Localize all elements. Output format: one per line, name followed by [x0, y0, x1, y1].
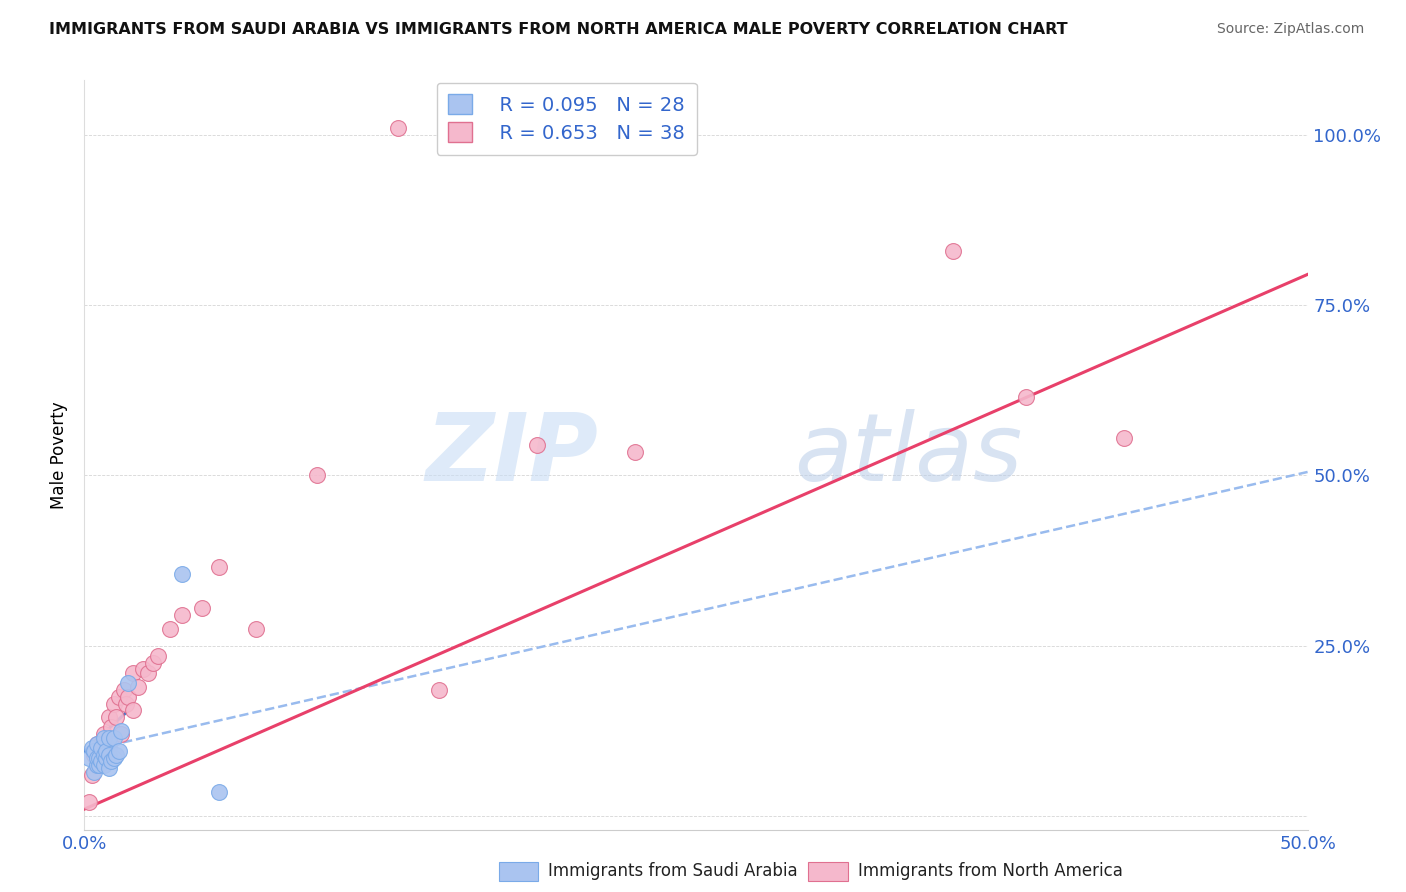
- Point: [115, 697, 138, 711]
- Y-axis label: Male Poverty: Male Poverty: [51, 401, 69, 508]
- Point: [83, 747, 105, 762]
- Point: [942, 244, 965, 258]
- Text: ZIP: ZIP: [425, 409, 598, 501]
- Point: [136, 665, 159, 680]
- Point: [90, 738, 112, 752]
- Point: [1015, 390, 1038, 404]
- Point: [526, 438, 548, 452]
- Point: [208, 785, 231, 799]
- Text: Immigrants from North America: Immigrants from North America: [858, 863, 1122, 880]
- Point: [83, 744, 105, 758]
- Point: [122, 665, 145, 680]
- Point: [103, 751, 125, 765]
- Point: [86, 738, 108, 752]
- Text: atlas: atlas: [794, 409, 1022, 500]
- Point: [110, 723, 132, 738]
- Point: [107, 744, 129, 758]
- Point: [77, 751, 100, 765]
- Point: [245, 622, 267, 636]
- Point: [90, 740, 112, 755]
- Point: [387, 120, 409, 135]
- Point: [110, 727, 132, 741]
- Point: [1114, 431, 1136, 445]
- Point: [100, 755, 122, 769]
- Point: [105, 710, 128, 724]
- Point: [93, 731, 115, 745]
- Point: [159, 622, 181, 636]
- Point: [142, 656, 165, 670]
- Point: [86, 738, 108, 752]
- Point: [80, 740, 103, 755]
- Point: [305, 468, 328, 483]
- Point: [80, 768, 103, 782]
- Point: [97, 731, 120, 745]
- Text: Immigrants from Saudi Arabia: Immigrants from Saudi Arabia: [548, 863, 799, 880]
- Point: [112, 682, 135, 697]
- Point: [86, 757, 108, 772]
- Point: [97, 747, 120, 762]
- Text: Source: ZipAtlas.com: Source: ZipAtlas.com: [1216, 22, 1364, 37]
- Point: [97, 710, 120, 724]
- Point: [624, 444, 647, 458]
- Point: [93, 747, 115, 762]
- Point: [427, 682, 450, 697]
- Point: [86, 751, 108, 765]
- Legend:   R = 0.095   N = 28,   R = 0.653   N = 38: R = 0.095 N = 28, R = 0.653 N = 38: [437, 82, 696, 154]
- Point: [117, 676, 139, 690]
- Point: [132, 663, 155, 677]
- Point: [93, 727, 115, 741]
- Point: [127, 680, 149, 694]
- Point: [87, 757, 110, 772]
- Point: [172, 567, 194, 582]
- Point: [103, 697, 125, 711]
- Point: [93, 757, 115, 772]
- Point: [97, 761, 120, 775]
- Point: [191, 601, 214, 615]
- Point: [86, 757, 108, 772]
- Point: [122, 703, 145, 717]
- Point: [107, 690, 129, 704]
- Point: [172, 607, 194, 622]
- Point: [96, 744, 118, 758]
- Point: [100, 720, 122, 734]
- Point: [146, 648, 169, 663]
- Point: [117, 690, 139, 704]
- Point: [105, 747, 128, 762]
- Text: IMMIGRANTS FROM SAUDI ARABIA VS IMMIGRANTS FROM NORTH AMERICA MALE POVERTY CORRE: IMMIGRANTS FROM SAUDI ARABIA VS IMMIGRAN…: [49, 22, 1067, 37]
- Point: [90, 755, 112, 769]
- Point: [103, 731, 125, 745]
- Point: [93, 751, 115, 765]
- Point: [83, 764, 105, 779]
- Point: [96, 751, 118, 765]
- Point: [87, 751, 110, 765]
- Point: [96, 740, 118, 755]
- Point: [77, 795, 100, 809]
- Point: [208, 560, 231, 574]
- Point: [87, 747, 110, 762]
- Point: [97, 740, 120, 755]
